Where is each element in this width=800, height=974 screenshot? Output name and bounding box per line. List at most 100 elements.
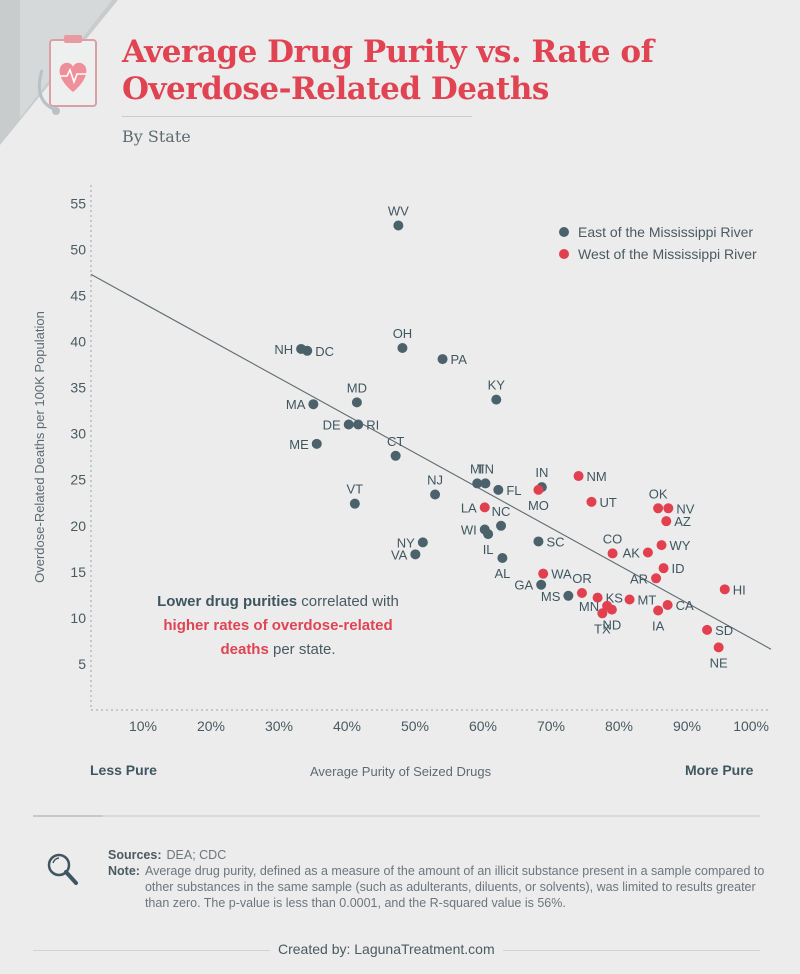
data-label: NC: [492, 504, 511, 519]
data-label: IA: [652, 619, 665, 634]
data-point: [662, 600, 673, 610]
data-point: [533, 484, 544, 495]
data-point: [496, 520, 507, 531]
data-point: [607, 548, 618, 559]
section-divider-accent: [33, 815, 103, 817]
data-label: CO: [603, 531, 623, 546]
data-label: GA: [514, 578, 533, 593]
data-point: [656, 540, 667, 551]
footnotes: Sources: DEA; CDC Note: Average drug pur…: [108, 847, 768, 911]
data-label: AR: [630, 571, 648, 586]
sources-label: Sources:: [108, 848, 162, 862]
x-tick-label: 50%: [401, 718, 429, 734]
data-label: WA: [551, 567, 572, 582]
data-point: [586, 496, 597, 507]
data-label: NV: [676, 501, 694, 516]
data-point: [430, 489, 441, 500]
data-point: [493, 484, 504, 495]
data-point: [661, 516, 672, 527]
x-tick-label: 60%: [469, 718, 497, 734]
data-point: [597, 608, 608, 619]
clipboard-heart-icon: [0, 0, 118, 145]
data-label: VA: [391, 547, 408, 562]
data-label: CA: [676, 598, 694, 613]
data-point: [651, 573, 662, 584]
y-tick-label: 20: [70, 518, 86, 534]
data-point: [536, 579, 547, 590]
data-point: [351, 397, 362, 408]
data-label: NE: [710, 655, 728, 670]
data-label: UT: [599, 495, 616, 510]
data-label: IN: [535, 465, 548, 480]
x-axis-label: Average Purity of Seized Drugs: [310, 764, 492, 779]
data-label: ND: [602, 618, 621, 633]
data-point: [479, 502, 490, 513]
data-label: MA: [286, 397, 306, 412]
x-tick-label: 70%: [537, 718, 565, 734]
annotation-emphasis-1: Lower drug purities: [157, 593, 298, 610]
note-text: Average drug purity, defined as a measur…: [144, 864, 765, 910]
data-label: SC: [546, 534, 564, 549]
chart-annotation: Lower drug purities correlated with high…: [108, 590, 448, 662]
legend-marker: [559, 249, 569, 259]
data-point: [343, 419, 354, 430]
chart-title: Average Drug Purity vs. Rate of Overdose…: [122, 34, 772, 108]
data-point: [349, 498, 360, 509]
data-label: RI: [366, 417, 379, 432]
data-point: [573, 471, 584, 482]
data-label: WI: [461, 522, 477, 537]
data-label: VT: [347, 482, 364, 497]
y-tick-label: 10: [70, 610, 86, 626]
magnifier-icon: [47, 853, 78, 885]
title-line-2: Overdose-Related Deaths: [122, 71, 549, 107]
data-label: NJ: [427, 472, 443, 487]
data-label: IL: [483, 542, 494, 557]
y-axis-label: Overdose-Related Deaths per 100K Populat…: [32, 311, 47, 583]
data-label: KY: [488, 378, 506, 393]
annotation-text-1: correlated with: [297, 593, 399, 610]
data-point: [592, 592, 603, 603]
legend-label: East of the Mississippi River: [578, 224, 753, 240]
data-point: [663, 503, 674, 514]
x-tick-label: 80%: [605, 718, 633, 734]
legend-marker: [559, 227, 569, 237]
data-point: [480, 478, 491, 489]
data-point: [624, 594, 635, 605]
data-label: WV: [388, 204, 409, 219]
data-point: [417, 537, 428, 548]
data-label: NY: [397, 535, 415, 550]
data-label: PA: [451, 352, 468, 367]
sources-text: DEA; CDC: [166, 848, 227, 862]
data-point: [393, 220, 404, 231]
data-label: AK: [623, 546, 641, 561]
data-label: ID: [672, 561, 685, 576]
data-point: [606, 604, 617, 615]
y-tick-label: 30: [70, 426, 86, 442]
y-tick-label: 55: [70, 195, 86, 211]
data-point: [713, 642, 724, 653]
chart-subtitle: By State: [122, 127, 191, 146]
x-tick-label: 30%: [265, 718, 293, 734]
x-tick-label: 100%: [733, 718, 769, 734]
data-point: [410, 549, 421, 560]
data-label: OR: [572, 571, 592, 586]
credit-label: Created by:: [278, 941, 355, 957]
data-label: WY: [670, 538, 691, 553]
legend-label: West of the Mississippi River: [578, 246, 757, 262]
y-tick-label: 40: [70, 334, 86, 350]
data-point: [483, 529, 494, 540]
x-tick-label: 90%: [673, 718, 701, 734]
data-point: [497, 553, 508, 564]
data-label: SD: [715, 623, 733, 638]
data-label: MT: [638, 592, 657, 607]
note-label: Note:: [108, 864, 140, 878]
data-point: [653, 503, 664, 514]
x-tick-label: 20%: [197, 718, 225, 734]
data-label: OK: [649, 486, 668, 501]
data-label: FL: [506, 483, 521, 498]
y-tick-label: 5: [78, 656, 86, 672]
y-tick-label: 25: [70, 472, 86, 488]
data-point: [538, 568, 549, 579]
data-point: [390, 450, 401, 461]
less-pure-label: Less Pure: [90, 762, 157, 778]
